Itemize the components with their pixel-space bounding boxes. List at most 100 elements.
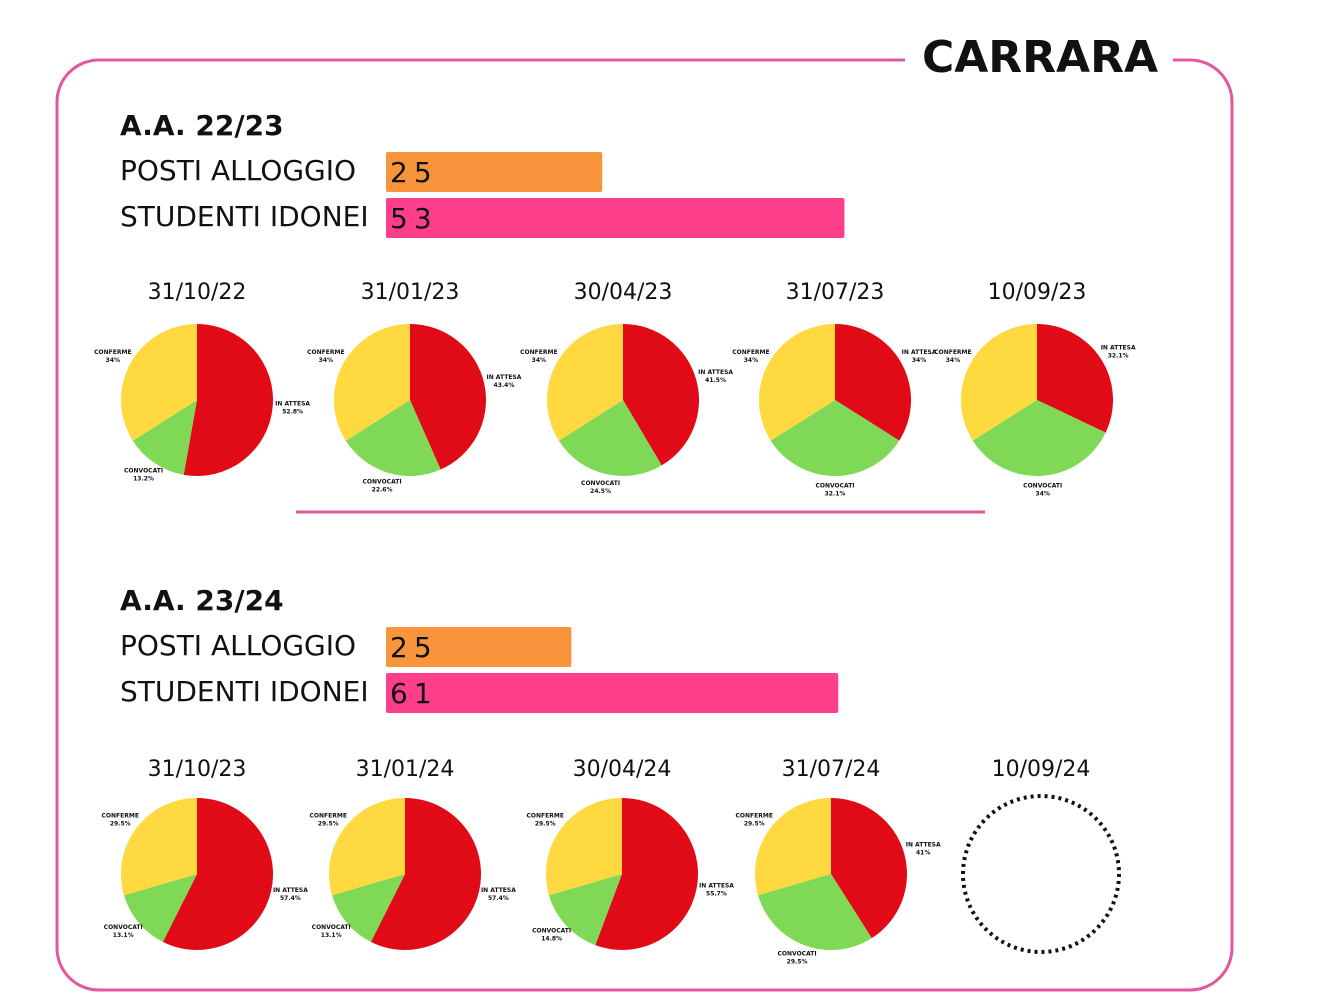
slice-label: CONVOCATI [104,924,143,931]
slice-value: 29.5% [744,820,765,827]
pie-title: 31/10/22 [148,280,247,305]
slice-value: 24.5% [590,488,611,495]
pie-slice [759,324,835,441]
pie-title: 30/04/23 [574,280,673,305]
pie-title: 30/04/24 [573,757,672,782]
slice-value: 41% [916,849,930,856]
slice-value: 22.6% [372,487,393,494]
slice-value: 34% [1036,490,1050,497]
slice-value: 52.8% [282,408,303,415]
pie-slice [120,324,197,441]
slice-value: 57.4% [280,895,301,902]
slice-label: CONFERME [94,349,131,356]
pie-title: 31/07/23 [786,280,885,305]
slice-value: 29.5% [787,959,808,966]
pie-slice [329,798,405,896]
pie-slice [546,798,622,896]
slice-value: 34% [319,357,333,364]
pie-slice [547,324,623,441]
pie-slice [183,324,273,476]
slice-value: 13.1% [321,932,342,939]
slice-value: 32.1% [1108,352,1129,359]
slice-label: CONVOCATI [581,480,620,487]
slice-label: IN ATTESA [481,887,516,894]
slice-value: 34% [912,357,926,364]
pie-slice [755,798,831,896]
pie-slice [961,324,1037,441]
slice-label: IN ATTESA [275,400,310,407]
bar [386,673,839,713]
pie-title: 31/01/24 [356,757,455,782]
slice-label: CONVOCATI [124,467,163,474]
slice-label: CONVOCATI [312,924,351,931]
slice-value: 29.5% [535,820,556,827]
slice-value: 34% [532,357,546,364]
pie-slice [549,874,622,946]
pie-title: 10/09/23 [988,280,1087,305]
slice-label: CONVOCATI [532,928,571,935]
slice-label: CONVOCATI [778,951,817,958]
slice-value: 34% [946,357,960,364]
slice-label: CONFERME [732,349,769,356]
pie-slice [370,798,481,950]
pie-slice [121,798,197,896]
pie-slice [132,400,197,475]
pie-slice [332,874,405,942]
pie-title: 31/10/23 [148,757,247,782]
pie-slice [623,324,700,466]
pie-slice [410,324,486,470]
slice-label: IN ATTESA [1101,344,1136,351]
slice-label: IN ATTESA [902,349,937,356]
slice-value: 57.4% [488,895,509,902]
pie-slice [124,874,197,942]
pie-slice [595,798,698,950]
slice-value: 13.1% [113,932,134,939]
pie-slice [770,400,900,476]
bar-label: POSTI ALLOGGIO [120,629,356,662]
slice-value: 29.5% [318,820,339,827]
page-title: CARRARA [922,32,1158,83]
slice-label: CONFERME [310,812,347,819]
slice-label: CONFERME [527,812,564,819]
bar-label: STUDENTI IDONEI [120,675,369,708]
slice-value: 29.5% [110,820,131,827]
slice-label: IN ATTESA [906,841,941,848]
bar-value: 61 [390,677,438,710]
bar-label: POSTI ALLOGGIO [120,154,356,187]
slice-label: IN ATTESA [698,369,733,376]
bar-label: STUDENTI IDONEI [120,200,369,233]
slice-label: CONVOCATI [363,479,402,486]
pending-circle [961,794,1121,954]
slice-label: CONVOCATI [1023,482,1062,489]
slice-label: CONFERME [102,812,139,819]
slice-label: IN ATTESA [273,887,308,894]
bar-value: 25 [390,631,438,664]
pie-slice [835,324,911,441]
slice-label: IN ATTESA [486,374,521,381]
bar-value: 25 [390,156,438,189]
pie-title: 10/09/24 [992,757,1091,782]
slice-value: 32.1% [825,491,846,498]
slice-value: 13.2% [133,475,154,482]
pie-slice [162,798,273,950]
pie-slice [758,874,872,950]
frame [55,58,1234,992]
pie-title: 31/07/24 [782,757,881,782]
title-backdrop [905,30,1173,90]
pie-title: 31/01/23 [361,280,460,305]
pie-slice [831,798,907,939]
section-title: A.A. 23/24 [120,584,284,617]
pie-slice [972,400,1106,476]
slice-value: 14.8% [541,936,562,943]
bar-value: 53 [390,202,438,235]
slice-label: CONFERME [736,812,773,819]
section-title: A.A. 22/23 [120,109,284,142]
bar [386,198,845,238]
slice-label: CONFERME [520,349,557,356]
pie-slice [1037,324,1113,433]
slice-label: IN ATTESA [699,883,734,890]
slice-value: 41.5% [705,377,726,384]
pie-slice [558,400,662,476]
bar [386,152,603,192]
